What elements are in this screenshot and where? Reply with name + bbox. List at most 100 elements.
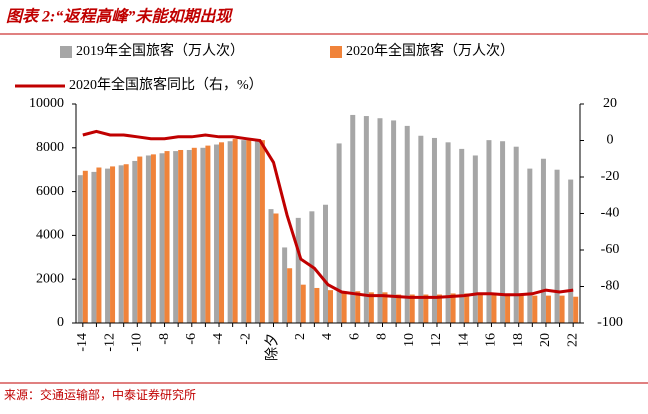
bar: [159, 153, 165, 323]
bar: [450, 293, 456, 323]
bar: [246, 140, 252, 323]
y2-tick-label: 20: [603, 96, 617, 111]
bar: [91, 171, 97, 323]
bar: [431, 137, 437, 323]
bar: [377, 118, 383, 323]
bar: [227, 141, 233, 323]
x-tick-label: -4: [211, 333, 226, 345]
bar: [436, 294, 442, 323]
y-tick-label: 10000: [29, 96, 64, 111]
bar: [186, 149, 192, 323]
legend-label: 2020年全国旅客（万人次）: [346, 42, 514, 59]
line: [82, 129, 574, 299]
x-tick-label: 16: [484, 333, 499, 347]
legend-swatch: [60, 46, 72, 58]
bar: [445, 142, 451, 323]
y2-tick-label: -20: [601, 169, 620, 184]
x-tick-label: 4: [320, 333, 335, 340]
bar: [82, 170, 88, 323]
bar: [132, 160, 138, 323]
bar: [145, 155, 151, 323]
bar: [110, 166, 116, 323]
bar: [164, 151, 170, 323]
x-tick-label: 除夕: [265, 333, 281, 361]
bar: [486, 140, 492, 323]
bar: [513, 146, 519, 323]
bar: [241, 140, 247, 323]
bar: [500, 141, 506, 323]
bar: [505, 293, 511, 323]
bar: [295, 217, 301, 323]
bar: [382, 292, 388, 323]
bar: [554, 169, 560, 323]
bar: [568, 179, 574, 323]
bar: [350, 114, 356, 323]
x-tick-label: 14: [456, 333, 471, 347]
bar: [273, 213, 279, 323]
y-tick-label: 8000: [36, 140, 64, 155]
bar: [205, 145, 211, 323]
bar: [491, 293, 497, 323]
bar: [314, 287, 320, 323]
bar: [573, 296, 579, 323]
bar: [527, 168, 533, 323]
bar: [328, 290, 333, 323]
bar: [355, 291, 361, 323]
bar: [464, 293, 470, 323]
y-tick-label: 2000: [36, 271, 64, 286]
bar: [173, 151, 179, 323]
bar: [540, 158, 546, 323]
bar: [418, 135, 424, 323]
x-tick-label: -8: [157, 333, 172, 345]
x-tick-label: -6: [184, 333, 199, 345]
bar: [363, 116, 369, 323]
bar: [409, 294, 415, 323]
chart-title: 图表 2:“返程高峰”未能如期出现: [6, 8, 233, 26]
bar: [77, 175, 83, 323]
x-tick-label: 8: [375, 333, 390, 340]
y-tick-label: 0: [57, 315, 64, 330]
bar: [336, 143, 342, 323]
bar: [300, 284, 306, 323]
y2-tick-label: -100: [597, 315, 623, 330]
source: 来源：交通运输部，中泰证券研究所: [4, 387, 196, 402]
y-tick-label: 6000: [36, 184, 64, 199]
bar: [545, 295, 551, 323]
x-tick-label: 18: [511, 333, 526, 347]
bar: [118, 165, 124, 323]
bar: [341, 291, 347, 323]
bar: [254, 141, 260, 323]
legend-label: 2020年全国旅客同比（右，%）: [69, 76, 263, 93]
bar: [137, 156, 143, 323]
bar: [404, 125, 410, 324]
y2-tick-label: 0: [607, 133, 614, 148]
x-tick-label: 22: [565, 333, 580, 347]
bar: [259, 140, 265, 323]
bar: [123, 164, 129, 323]
bar: [214, 144, 220, 323]
bar: [477, 293, 483, 323]
legend-label: 2019年全国旅客（万人次）: [76, 42, 244, 59]
bar: [178, 149, 184, 323]
y2-tick-label: -40: [601, 206, 620, 221]
bar: [472, 155, 478, 323]
x-tick-label: 12: [429, 333, 444, 347]
bar: [423, 294, 429, 323]
x-tick-label: 6: [347, 333, 362, 340]
x-tick-label: 10: [402, 333, 417, 347]
bar: [282, 247, 288, 323]
x-tick-label: -12: [102, 333, 117, 352]
bar: [518, 294, 524, 323]
bar: [96, 167, 102, 323]
x-tick-label: -14: [75, 333, 90, 352]
bar: [191, 147, 197, 323]
bar: [396, 294, 402, 323]
bar: [368, 292, 374, 323]
bar: [532, 295, 538, 323]
bar: [219, 142, 225, 323]
bar: [559, 295, 565, 323]
bar: [391, 120, 397, 323]
bar: [268, 209, 274, 323]
x-tick-label: -10: [130, 333, 145, 352]
